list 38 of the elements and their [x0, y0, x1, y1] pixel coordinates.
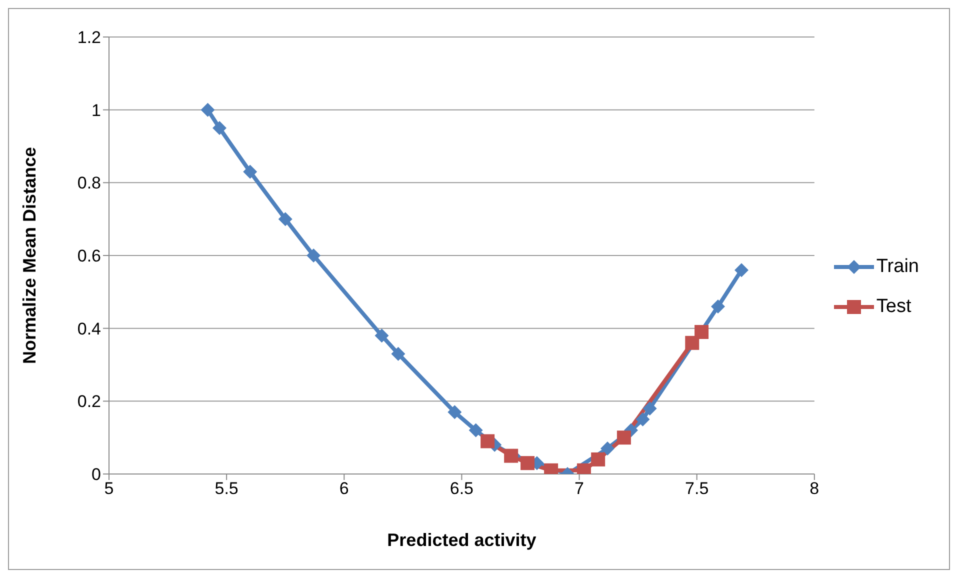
point: [600, 442, 614, 456]
x-tick-label: 5: [104, 479, 114, 498]
x-tick-label: 6: [339, 479, 349, 498]
y-tick-label: 0.2: [77, 392, 101, 412]
x-tick-label: 6.5: [450, 479, 474, 498]
point: [642, 401, 657, 416]
y-tick-label: 1.2: [77, 28, 101, 48]
point: [616, 430, 631, 445]
point: [212, 121, 227, 136]
point: [306, 248, 321, 262]
x-tick-label: 8: [810, 479, 820, 498]
x-tick-label: 7.5: [685, 479, 709, 498]
point: [591, 452, 606, 466]
y-axis-title: Normalize Mean Distance: [19, 146, 40, 364]
point: [200, 102, 215, 117]
point: [374, 328, 389, 343]
y-tick-label: 0.8: [77, 174, 101, 193]
point: [685, 336, 700, 350]
point: [278, 212, 292, 226]
legend-label: Train: [876, 256, 919, 278]
y-tick-label: 0.6: [77, 246, 101, 266]
point: [468, 423, 483, 438]
x-axis-title: Predicted activity: [387, 530, 536, 550]
x-tick-label: 7: [574, 479, 584, 498]
legend-label: Test: [876, 296, 912, 318]
y-tick-label: 1: [92, 100, 101, 120]
point: [448, 405, 462, 420]
point: [711, 299, 725, 314]
point: [480, 434, 495, 448]
y-tick-label: 0: [92, 465, 101, 484]
point: [734, 263, 749, 278]
point: [694, 324, 709, 339]
point: [520, 456, 535, 470]
point: [391, 346, 406, 361]
x-tick-label: 5.5: [214, 479, 238, 498]
point: [243, 164, 258, 179]
point: [636, 412, 650, 426]
y-tick-label: 0.4: [77, 319, 101, 338]
